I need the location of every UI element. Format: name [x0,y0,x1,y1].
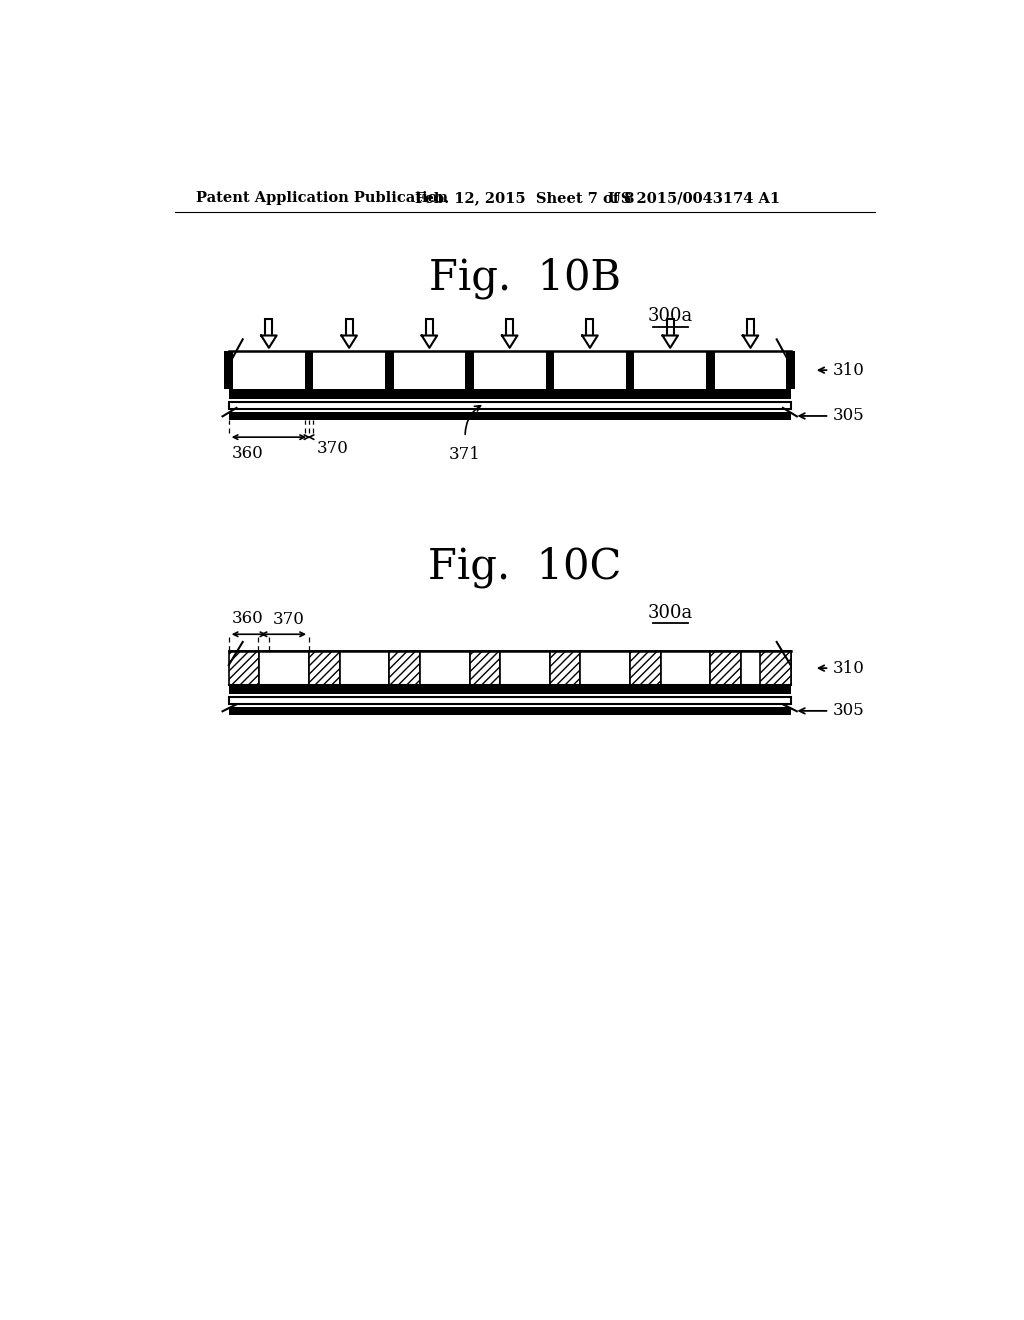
Bar [465,351,474,389]
Bar [506,318,513,335]
Bar [581,651,630,685]
Bar [426,318,433,335]
Bar [546,351,554,389]
Bar [389,651,420,685]
Text: 310: 310 [834,362,865,379]
Bar [228,401,791,409]
Bar [265,318,272,335]
Bar [340,651,389,685]
Bar [420,651,470,685]
Text: 360: 360 [231,610,263,627]
Bar [626,351,634,389]
Bar [470,651,500,685]
Bar [660,651,711,685]
Bar [550,651,581,685]
Bar [259,651,309,685]
Bar [228,697,791,705]
Bar [228,685,791,693]
Text: 300a: 300a [648,308,693,326]
Text: Fig.  10B: Fig. 10B [429,257,621,298]
Polygon shape [341,335,357,348]
Bar [346,318,352,335]
Bar [309,651,340,685]
Bar [385,351,393,389]
Bar [746,318,754,335]
Text: Fig.  10C: Fig. 10C [428,545,622,587]
Text: 305: 305 [834,408,865,425]
Bar [587,318,594,335]
Bar [224,351,233,389]
Bar [228,706,791,715]
Bar [786,351,795,389]
Text: Feb. 12, 2015  Sheet 7 of 8: Feb. 12, 2015 Sheet 7 of 8 [415,191,634,206]
Polygon shape [663,335,678,348]
Polygon shape [422,335,437,348]
Text: 360: 360 [231,445,263,462]
Text: 371: 371 [450,446,481,463]
Polygon shape [502,335,517,348]
Text: 370: 370 [272,611,304,628]
Polygon shape [583,335,598,348]
Bar [228,389,791,399]
Bar [228,412,791,420]
Polygon shape [742,335,758,348]
Bar [228,651,259,685]
Bar [630,651,660,685]
Text: 300a: 300a [648,605,693,622]
Bar [707,351,715,389]
Text: 370: 370 [317,441,349,457]
Text: 305: 305 [834,702,865,719]
Text: 310: 310 [834,660,865,677]
Bar [500,651,550,685]
Polygon shape [261,335,276,348]
Text: US 2015/0043174 A1: US 2015/0043174 A1 [608,191,780,206]
Bar [667,318,674,335]
Bar [760,651,791,685]
Text: Patent Application Publication: Patent Application Publication [197,191,449,206]
Bar [711,651,740,685]
Bar [305,351,313,389]
Bar [740,651,791,685]
